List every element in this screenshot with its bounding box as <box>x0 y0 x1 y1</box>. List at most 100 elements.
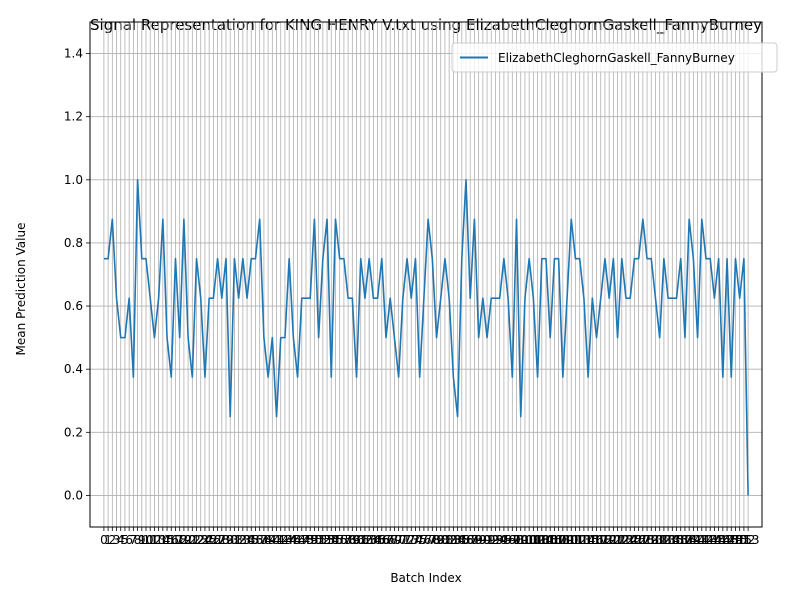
x-tick-label: 61 <box>353 533 368 547</box>
x-tick-label: 107 <box>543 533 566 547</box>
x-tick-label: 114 <box>572 533 595 547</box>
x-tick-label: 115 <box>577 533 600 547</box>
x-tick-label: 76 <box>416 533 431 547</box>
x-tick-label: 66 <box>374 533 389 547</box>
x-tick-label: 69 <box>387 533 402 547</box>
x-tick-label: 111 <box>560 533 583 547</box>
y-axis-ticks: 0.0 0.2 0.4 0.6 0.8 1.0 1.2 1.4 <box>64 47 90 502</box>
x-tick-label: 118 <box>589 533 612 547</box>
x-tick-label: 67 <box>378 533 393 547</box>
x-axis-label: Batch Index <box>390 571 461 585</box>
x-tick-label: 106 <box>539 533 562 547</box>
x-tick-label: 30 <box>223 533 238 547</box>
y-tick-label: 0.6 <box>64 299 83 313</box>
x-tick-label: 15 <box>159 533 174 547</box>
x-tick-label: 34 <box>239 533 254 547</box>
x-tick-label: 99 <box>513 533 528 547</box>
x-tick-label: 133 <box>652 533 675 547</box>
series-layer <box>103 179 749 496</box>
x-tick-label: 131 <box>644 533 667 547</box>
x-tick-label: 47 <box>294 533 309 547</box>
x-tick-label: 95 <box>496 533 511 547</box>
x-tick-label: 41 <box>269 533 284 547</box>
x-tick-label: 22 <box>189 533 204 547</box>
x-tick-label: 19 <box>176 533 191 547</box>
x-tick-label: 119 <box>593 533 616 547</box>
x-tick-label: 149 <box>720 533 743 547</box>
x-tick-label: 140 <box>682 533 705 547</box>
x-tick-label: 37 <box>252 533 267 547</box>
legend-label: ElizabethCleghornGaskell_FannyBurney <box>498 51 735 65</box>
x-tick-label: 32 <box>231 533 246 547</box>
x-tick-label: 123 <box>610 533 633 547</box>
x-tick-label: 70 <box>391 533 406 547</box>
x-tick-label: 85 <box>454 533 469 547</box>
x-tick-label: 18 <box>172 533 187 547</box>
x-tick-label: 0 <box>100 533 108 547</box>
x-tick-label: 39 <box>260 533 275 547</box>
y-tick-label: 1.0 <box>64 173 83 187</box>
x-tick-label: 100 <box>513 533 536 547</box>
x-tick-label: 120 <box>598 533 621 547</box>
x-tick-label: 136 <box>665 533 688 547</box>
x-tick-label: 58 <box>340 533 355 547</box>
x-tick-label: 110 <box>556 533 579 547</box>
x-tick-label: 134 <box>657 533 680 547</box>
x-tick-label: 145 <box>703 533 726 547</box>
x-tick-label: 82 <box>442 533 457 547</box>
x-tick-label: 68 <box>383 533 398 547</box>
x-tick-label: 81 <box>437 533 452 547</box>
x-tick-label: 73 <box>404 533 419 547</box>
x-tick-label: 8 <box>134 533 142 547</box>
x-tick-label: 132 <box>648 533 671 547</box>
x-tick-label: 147 <box>711 533 734 547</box>
x-tick-label: 11 <box>143 533 158 547</box>
x-tick-label: 117 <box>585 533 608 547</box>
x-tick-label: 48 <box>298 533 313 547</box>
x-tick-label: 29 <box>218 533 233 547</box>
x-tick-label: 26 <box>206 533 221 547</box>
x-tick-label: 78 <box>425 533 440 547</box>
x-tick-label: 1 <box>104 533 112 547</box>
x-tick-label: 126 <box>623 533 646 547</box>
x-tick-label: 36 <box>248 533 263 547</box>
x-tick-label: 54 <box>324 533 339 547</box>
x-tick-label: 6 <box>125 533 133 547</box>
x-tick-label: 91 <box>479 533 494 547</box>
x-tick-label: 57 <box>336 533 351 547</box>
x-tick-label: 152 <box>732 533 755 547</box>
x-tick-label: 59 <box>345 533 360 547</box>
x-tick-label: 28 <box>214 533 229 547</box>
x-tick-label: 92 <box>484 533 499 547</box>
x-tick-label: 5 <box>121 533 129 547</box>
x-tick-label: 96 <box>500 533 515 547</box>
x-tick-label: 124 <box>615 533 638 547</box>
x-tick-label: 24 <box>197 533 212 547</box>
x-tick-label: 25 <box>202 533 217 547</box>
x-tick-label: 116 <box>581 533 604 547</box>
x-tick-label: 71 <box>395 533 410 547</box>
x-tick-label: 31 <box>227 533 242 547</box>
x-tick-label: 55 <box>328 533 343 547</box>
x-tick-label: 105 <box>535 533 558 547</box>
x-tick-label: 101 <box>518 533 541 547</box>
plot-frame <box>89 21 763 528</box>
x-tick-label: 150 <box>724 533 747 547</box>
x-tick-label: 122 <box>606 533 629 547</box>
x-tick-label: 121 <box>602 533 625 547</box>
x-tick-label: 35 <box>244 533 259 547</box>
x-tick-label: 75 <box>412 533 427 547</box>
x-tick-label: 144 <box>699 533 722 547</box>
x-tick-label: 125 <box>619 533 642 547</box>
x-tick-label: 83 <box>446 533 461 547</box>
x-tick-label: 64 <box>366 533 381 547</box>
legend-box <box>451 42 778 73</box>
x-tick-label: 97 <box>505 533 520 547</box>
x-tick-label: 9 <box>138 533 146 547</box>
x-tick-label: 52 <box>315 533 330 547</box>
x-tick-label: 53 <box>319 533 334 547</box>
x-tick-label: 138 <box>673 533 696 547</box>
x-tick-label: 148 <box>716 533 739 547</box>
x-tick-label: 4 <box>117 533 125 547</box>
x-tick-label: 103 <box>526 533 549 547</box>
